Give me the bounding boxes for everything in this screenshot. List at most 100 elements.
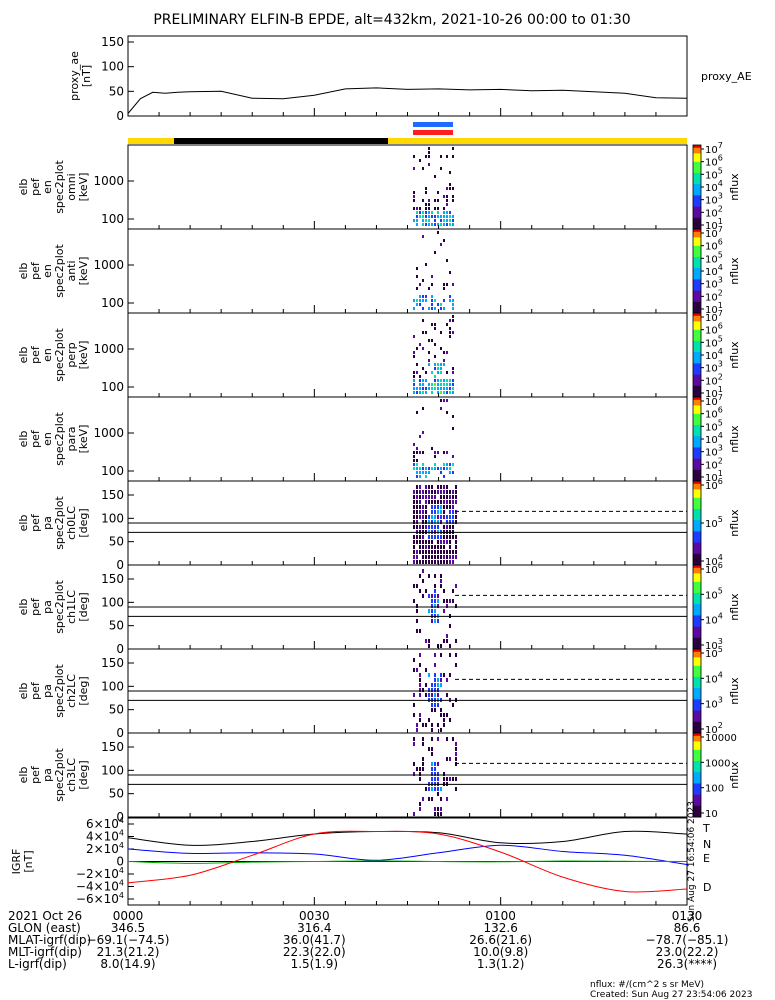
panel-ylabel: en xyxy=(41,348,54,362)
colorbar-tick-label: 106 xyxy=(705,477,723,492)
pitch-angle-cell xyxy=(434,703,436,707)
colorbar-segment xyxy=(693,234,701,238)
spectrogram-cell xyxy=(419,375,421,378)
colorbar-segment xyxy=(693,531,701,535)
spectrogram-cell xyxy=(425,207,427,210)
colorbar-segment xyxy=(693,310,701,314)
colorbar-segment xyxy=(693,710,701,714)
pitch-angle-cell xyxy=(416,515,418,519)
colorbar-segment xyxy=(693,318,701,322)
pitch-angle-cell xyxy=(434,545,436,549)
pitch-angle-cell xyxy=(446,555,448,559)
panel-ylabel: pef xyxy=(29,429,42,448)
pitch-angle-cell xyxy=(422,762,424,766)
pitch-angle-cell xyxy=(422,510,424,514)
pitch-angle-cell xyxy=(449,550,451,554)
pitch-angle-cell xyxy=(455,520,457,524)
colorbar-segment xyxy=(693,220,701,224)
colorbar-segment xyxy=(693,693,701,698)
pitch-angle-cell xyxy=(446,505,448,509)
spectrogram-cell xyxy=(449,211,451,214)
colorbar-segment xyxy=(693,315,701,320)
panel-ylabel: [deg] xyxy=(77,592,90,621)
pitch-angle-cell xyxy=(440,683,442,687)
colorbar-segment xyxy=(693,327,701,331)
colorbar-segment xyxy=(693,509,701,513)
pitch-angle-cell xyxy=(413,510,415,514)
colorbar-segment xyxy=(693,147,701,152)
colorbar-segment xyxy=(693,192,701,196)
panel-ytick-label: 1000 xyxy=(93,258,124,272)
pitch-angle-cell xyxy=(428,490,430,494)
spectrogram-cell xyxy=(443,391,445,394)
pitch-angle-cell xyxy=(431,560,433,564)
spectrogram-cell xyxy=(452,371,454,374)
pitch-angle-cell xyxy=(431,520,433,524)
pitch-angle-cell xyxy=(425,693,427,697)
pitch-angle-cell xyxy=(416,485,418,489)
pitch-angle-cell xyxy=(431,505,433,509)
pitch-angle-cell xyxy=(428,693,430,697)
colorbar-tick-label: 105 xyxy=(705,334,723,349)
panel-ylabel: pef xyxy=(29,261,42,280)
pitch-angle-cell xyxy=(455,510,457,514)
pitch-angle-cell xyxy=(443,718,445,722)
colorbar-segment xyxy=(693,413,701,418)
spectrogram-cell xyxy=(419,435,421,438)
spectrogram-cell xyxy=(422,391,424,394)
pitch-angle-cell xyxy=(413,555,415,559)
pitch-angle-cell xyxy=(437,535,439,539)
pitch-angle-cell xyxy=(449,599,451,603)
time-axis-date-label: 2021 Oct 26 xyxy=(8,909,82,923)
colorbar-segment xyxy=(693,478,701,482)
spectrogram-cell xyxy=(425,219,427,222)
pitch-angle-cell xyxy=(416,520,418,524)
pitch-angle-cell xyxy=(446,737,448,741)
spectrogram-cell xyxy=(422,279,424,282)
pitch-angle-cell xyxy=(449,653,451,657)
colorbar-segment xyxy=(693,145,701,149)
panel-pa_ch0: 150 100 50 0 elb pef pa spec2plot ch0LC [deg] 106 1… xyxy=(17,477,741,572)
spectrogram-cell xyxy=(431,283,433,286)
colorbar-segment xyxy=(693,419,701,423)
pitch-angle-cell xyxy=(452,703,454,707)
proxy-ae-panel: 0 50 100 150 proxy_ae [nT] proxy_AE xyxy=(68,35,752,123)
spectrogram-cell xyxy=(422,295,424,298)
ephemeris-value: 346.5 xyxy=(111,921,145,935)
spectrogram-cell xyxy=(422,431,424,434)
spectrogram-cell xyxy=(419,475,421,478)
ephemeris-value: −78.7(−85.1) xyxy=(646,933,729,947)
spectrogram-cell xyxy=(431,307,433,310)
spectrogram-cell xyxy=(419,299,421,302)
colorbar-segment xyxy=(693,363,701,367)
colorbar-segment xyxy=(693,383,701,387)
pitch-angle-cell xyxy=(428,644,430,648)
pitch-angle-cell xyxy=(419,574,421,578)
spectrogram-cell xyxy=(440,307,442,310)
colorbar-segment xyxy=(693,248,701,252)
spectrogram-cell xyxy=(425,191,427,194)
colorbar-tick-label: 106 xyxy=(705,154,723,169)
panel-ylabel: [keV] xyxy=(77,257,90,286)
colorbar-segment xyxy=(693,290,701,294)
colorbar-segment xyxy=(693,467,701,471)
pitch-angle-cell xyxy=(455,752,457,756)
spectrogram-cell xyxy=(422,319,424,322)
spectrogram-cell xyxy=(440,407,442,410)
spectrogram-cell xyxy=(428,359,430,362)
pitch-angle-cell xyxy=(437,510,439,514)
igrf-ytick-label: 2×104 xyxy=(86,841,124,856)
spectrogram-cell xyxy=(416,223,418,226)
pitch-angle-cell xyxy=(413,713,415,717)
panel-ylabel: pef xyxy=(29,513,42,532)
colorbar-segment xyxy=(693,212,701,216)
spectrogram-cell xyxy=(440,379,442,382)
pitch-angle-cell xyxy=(419,767,421,771)
spectrogram-cell xyxy=(437,387,439,390)
pitch-angle-cell xyxy=(440,584,442,588)
pitch-angle-cell xyxy=(425,683,427,687)
spectrogram-cell xyxy=(422,223,424,226)
pitch-angle-cell xyxy=(413,812,415,816)
colorbar-segment xyxy=(693,184,701,188)
